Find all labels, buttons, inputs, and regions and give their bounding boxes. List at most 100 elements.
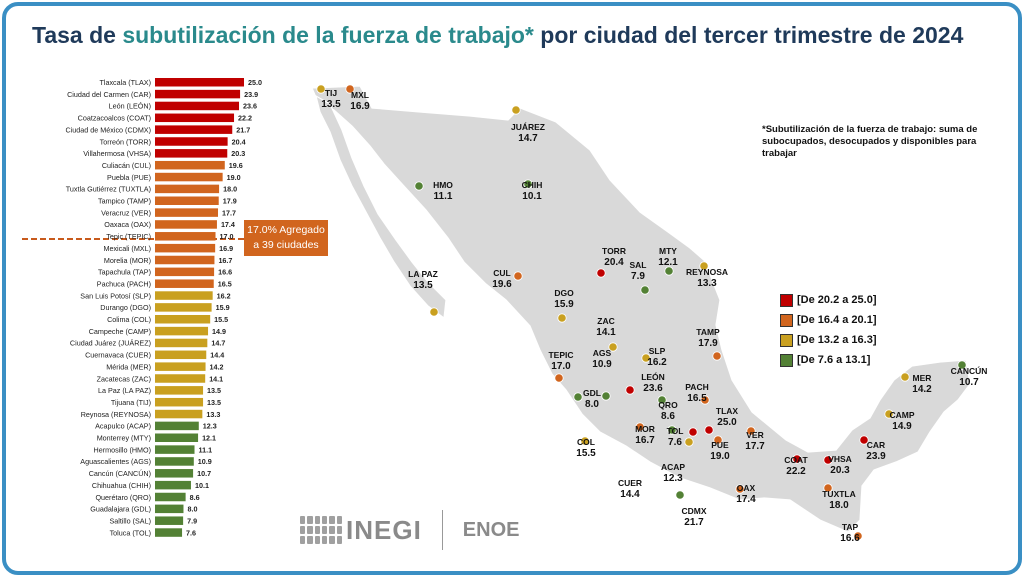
bar-value-label: 13.3 — [206, 410, 220, 419]
bar — [155, 149, 228, 158]
map-city-code: COL — [577, 437, 595, 447]
legend-item: [De 16.4 a 20.1] — [780, 310, 877, 330]
map-marker — [746, 426, 756, 436]
bar-category-label: Coatzacoalcos (COAT) — [78, 114, 151, 123]
map-marker — [641, 353, 651, 363]
bar — [155, 397, 204, 407]
map-city-value: 14.4 — [620, 489, 640, 500]
map-city-value: 7.9 — [631, 271, 645, 282]
map-marker — [657, 395, 667, 405]
map-city-value: 21.7 — [684, 517, 704, 528]
bar-category-label: Puebla (PUE) — [107, 173, 151, 182]
map-marker — [557, 313, 567, 323]
map-city-code: COAT — [784, 455, 808, 465]
map-city-code: HMO — [433, 180, 453, 190]
map-city-value: 7.6 — [668, 437, 682, 448]
legend-swatch — [780, 333, 793, 347]
bar-value-label: 23.9 — [244, 90, 258, 99]
map-marker — [675, 490, 685, 500]
map-city-code: ZAC — [597, 316, 614, 326]
map-city-code: CAMP — [889, 410, 914, 420]
bar — [155, 101, 240, 111]
bar-value-label: 14.7 — [211, 339, 225, 348]
bar-value-label: 19.0 — [227, 173, 241, 182]
map-city-code: CAR — [867, 440, 885, 450]
map-city-value: 23.6 — [643, 383, 663, 394]
map-city-code: ACAP — [661, 462, 685, 472]
bar — [155, 504, 184, 514]
inegi-logo-icon — [300, 516, 342, 544]
logo-subtext: ENOE — [462, 518, 520, 541]
bar-category-label: Guadalajara (GDL) — [90, 505, 151, 514]
map-marker — [664, 266, 674, 276]
map-marker — [513, 271, 523, 281]
bar-category-label: Durango (DGO) — [100, 303, 151, 312]
map-city-value: 16.7 — [635, 435, 655, 446]
map-city-code: CUL — [493, 268, 510, 278]
bar-value-label: 18.0 — [223, 185, 237, 194]
bar-category-label: Reynosa (REYNOSA) — [81, 410, 151, 419]
bar-value-label: 17.0 — [220, 232, 234, 241]
baja-peninsula — [315, 94, 447, 320]
map-marker — [823, 455, 833, 465]
map-city-code: GDL — [583, 388, 601, 398]
bar — [155, 374, 206, 383]
legend-swatch — [780, 293, 793, 307]
legend-item: [De 20.2 a 25.0] — [780, 290, 877, 310]
map-city-code: VER — [746, 430, 763, 440]
map-city-value: 8.0 — [585, 399, 599, 410]
map-city-value: 20.3 — [830, 465, 850, 476]
map-city-value: 20.4 — [604, 257, 624, 268]
map-city-code: CANCÚN — [951, 365, 988, 376]
bar-category-label: Villahermosa (VHSA) — [83, 149, 151, 158]
bar — [155, 267, 215, 277]
bar-value-label: 12.3 — [203, 422, 217, 431]
bar-value-label: 10.1 — [195, 481, 209, 490]
map-city-value: 14.2 — [912, 384, 932, 395]
bar-category-label: León (LEÓN) — [109, 102, 151, 111]
map-city-code: PACH — [685, 382, 708, 392]
map-marker — [735, 484, 745, 494]
aggregate-callout: 17.0% Agregado a 39 ciudades — [244, 220, 328, 256]
bar-value-label: 17.9 — [223, 197, 237, 206]
map-city-value: 14.7 — [518, 133, 538, 144]
bar-value-label: 17.7 — [222, 208, 236, 217]
bar-value-label: 11.1 — [199, 445, 213, 454]
bar — [155, 279, 214, 288]
bar — [155, 255, 215, 265]
bar-value-label: 13.5 — [207, 386, 221, 395]
map-city-code: SLP — [649, 346, 666, 356]
bar-category-label: Veracruz (VER) — [101, 208, 151, 217]
map-city-code: CHIH — [522, 180, 543, 190]
bar-category-label: Tapachula (TAP) — [98, 268, 151, 277]
map-city-code: TLAX — [716, 406, 739, 416]
map-marker — [316, 84, 326, 94]
map-marker — [414, 181, 424, 191]
map-marker — [573, 392, 583, 402]
map-marker — [823, 483, 833, 493]
bar — [155, 338, 208, 348]
bar-value-label: 14.9 — [212, 327, 226, 336]
bar-category-label: Mérida (MER) — [106, 362, 151, 371]
bar-value-label: 16.6 — [218, 268, 232, 277]
bar — [155, 350, 207, 360]
bar-category-label: San Luis Potosí (SLP) — [80, 291, 151, 300]
map-marker — [712, 351, 722, 361]
bar — [155, 172, 223, 182]
map-city-code: TEPIC — [548, 350, 573, 360]
map-city-code: TAP — [842, 522, 859, 532]
bar-value-label: 19.6 — [229, 161, 243, 170]
bar-value-label: 23.6 — [243, 102, 257, 111]
bar-category-label: Torreón (TORR) — [100, 137, 151, 146]
map-marker — [700, 395, 710, 405]
bar-category-label: Zacatecas (ZAC) — [97, 374, 151, 383]
bar — [155, 457, 194, 466]
map-points: TIJ13.5MXL16.9JUÁREZ14.7HMO11.1CHIH10.1L… — [316, 84, 988, 544]
bar-value-label: 10.9 — [198, 457, 212, 466]
bar-value-label: 21.7 — [236, 125, 250, 134]
map-marker — [625, 385, 635, 395]
bar — [155, 196, 219, 205]
bar-category-label: Hermosillo (HMO) — [94, 445, 152, 454]
map-city-code: TAMP — [696, 327, 720, 337]
bar — [155, 469, 194, 478]
